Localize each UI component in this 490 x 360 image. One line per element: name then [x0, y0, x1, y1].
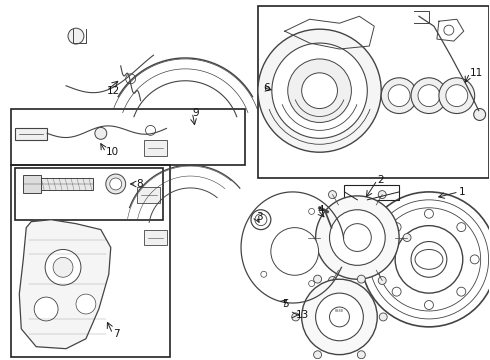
Circle shape: [68, 28, 84, 44]
Circle shape: [45, 249, 81, 285]
Circle shape: [369, 200, 489, 319]
Circle shape: [418, 85, 440, 107]
Circle shape: [258, 29, 381, 152]
Bar: [15, 129, 47, 140]
Circle shape: [395, 226, 463, 293]
Bar: [11, 109, 245, 165]
Bar: [144, 140, 168, 156]
Circle shape: [302, 279, 377, 355]
Text: 11: 11: [470, 68, 483, 78]
Circle shape: [304, 234, 312, 242]
Circle shape: [424, 301, 434, 310]
Circle shape: [411, 242, 447, 277]
Circle shape: [302, 73, 338, 109]
Circle shape: [328, 190, 337, 199]
Bar: [11, 165, 171, 357]
Circle shape: [392, 287, 401, 296]
Text: 8888: 8888: [335, 309, 344, 313]
Text: 8: 8: [137, 179, 143, 189]
Circle shape: [378, 276, 386, 284]
Bar: [344, 185, 399, 200]
Circle shape: [424, 209, 434, 218]
Bar: [23, 178, 93, 190]
Circle shape: [272, 43, 368, 138]
Bar: [144, 230, 168, 246]
Circle shape: [95, 127, 107, 139]
Circle shape: [457, 222, 466, 231]
Circle shape: [255, 214, 267, 226]
Bar: [258, 6, 489, 178]
Circle shape: [361, 192, 490, 327]
Circle shape: [343, 224, 371, 251]
Circle shape: [316, 293, 363, 341]
Text: 6: 6: [263, 83, 270, 93]
Bar: [137, 187, 161, 203]
Circle shape: [146, 125, 155, 135]
Circle shape: [76, 294, 96, 314]
Text: 12: 12: [107, 86, 120, 96]
Circle shape: [329, 307, 349, 327]
Circle shape: [271, 228, 318, 275]
Circle shape: [34, 297, 58, 321]
Circle shape: [439, 78, 475, 113]
Polygon shape: [19, 220, 111, 349]
Text: 2: 2: [377, 175, 384, 185]
Circle shape: [106, 174, 125, 194]
Circle shape: [379, 255, 388, 264]
Circle shape: [251, 210, 271, 230]
Circle shape: [261, 218, 267, 224]
Text: 3: 3: [256, 212, 263, 222]
Circle shape: [53, 257, 73, 277]
Circle shape: [377, 208, 481, 311]
Bar: [23, 175, 41, 193]
Text: 1: 1: [459, 187, 466, 197]
Text: 7: 7: [113, 329, 120, 339]
Circle shape: [314, 275, 321, 283]
Circle shape: [411, 78, 447, 113]
Text: 4: 4: [318, 205, 324, 215]
Circle shape: [125, 74, 136, 84]
Circle shape: [379, 313, 387, 321]
Circle shape: [288, 59, 351, 122]
Bar: [15, 168, 164, 220]
Circle shape: [110, 178, 122, 190]
Circle shape: [292, 313, 300, 321]
Circle shape: [446, 85, 468, 107]
Circle shape: [392, 222, 401, 231]
Circle shape: [316, 196, 399, 279]
Circle shape: [457, 287, 466, 296]
Text: 10: 10: [106, 147, 119, 157]
Circle shape: [388, 85, 410, 107]
Text: 5: 5: [282, 299, 289, 309]
Circle shape: [357, 275, 366, 283]
Circle shape: [357, 351, 366, 359]
Circle shape: [309, 208, 315, 214]
Circle shape: [444, 25, 454, 35]
Circle shape: [261, 271, 267, 277]
Circle shape: [329, 210, 385, 265]
Circle shape: [309, 280, 315, 287]
Circle shape: [378, 190, 386, 199]
Ellipse shape: [415, 249, 443, 269]
Text: 13: 13: [295, 310, 309, 320]
Circle shape: [328, 276, 337, 284]
Circle shape: [403, 234, 411, 242]
Circle shape: [314, 351, 321, 359]
Circle shape: [474, 109, 486, 121]
Circle shape: [381, 78, 417, 113]
Text: 9: 9: [192, 108, 199, 117]
Circle shape: [470, 255, 479, 264]
